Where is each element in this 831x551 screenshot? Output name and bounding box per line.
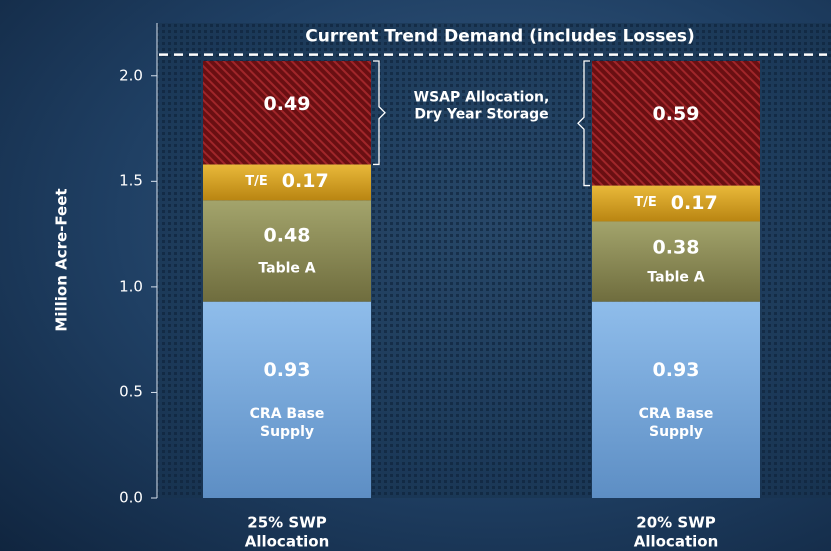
bracket	[373, 60, 386, 166]
y-tick-label: 1.0	[119, 277, 143, 296]
data-label: 0.49	[263, 92, 311, 115]
data-label: 0.17	[281, 170, 329, 193]
data-label: 0.48	[263, 224, 311, 247]
segment-label-group: 0.93 CRA Base Supply	[237, 359, 337, 441]
segment-name: CRA Base Supply	[249, 405, 325, 440]
segment-label-group: 0.48 Table A	[237, 224, 337, 277]
segment-name: T/E	[634, 195, 657, 211]
x-tick-label: 25% SWP Allocation	[244, 513, 330, 550]
bar-segment	[203, 61, 371, 165]
bar-segment	[203, 301, 371, 498]
data-label: 0.17	[670, 191, 718, 214]
bar-segment	[592, 301, 760, 498]
demand-label: Current Trend Demand (includes Losses)	[305, 26, 695, 47]
segment-label-group: T/E 0.17	[634, 192, 717, 216]
segment-name: T/E	[245, 174, 268, 190]
data-label: 0.93	[652, 358, 700, 381]
y-tick-label: 0.5	[119, 383, 143, 402]
bar-segment	[203, 200, 371, 302]
segment-name: CRA Base Supply	[638, 405, 714, 440]
segment-name: Table A	[258, 260, 316, 277]
bar-segment	[203, 164, 371, 201]
bracket	[577, 60, 590, 187]
segment-label-group: 0.38 Table A	[626, 236, 726, 287]
bar-segment	[592, 61, 760, 186]
bar-segment	[592, 221, 760, 302]
x-tick-label: 20% SWP Allocation	[633, 513, 719, 550]
data-label: 0.38	[652, 236, 700, 259]
y-axis-label: Million Acre-Feet	[52, 188, 71, 332]
bar-segment	[592, 185, 760, 222]
segment-label-group: T/E 0.17	[245, 171, 328, 195]
data-label: 0.59	[652, 103, 700, 126]
data-label: 0.93	[263, 358, 311, 381]
y-tick-label: 2.0	[119, 66, 143, 85]
y-tick-label: 1.5	[119, 171, 143, 190]
annotation: WSAP Allocation, Dry Year Storage	[413, 89, 550, 123]
segment-name: Table A	[647, 269, 705, 286]
y-tick-label: 0.0	[119, 488, 143, 507]
segment-label-group: 0.93 CRA Base Supply	[626, 359, 726, 441]
